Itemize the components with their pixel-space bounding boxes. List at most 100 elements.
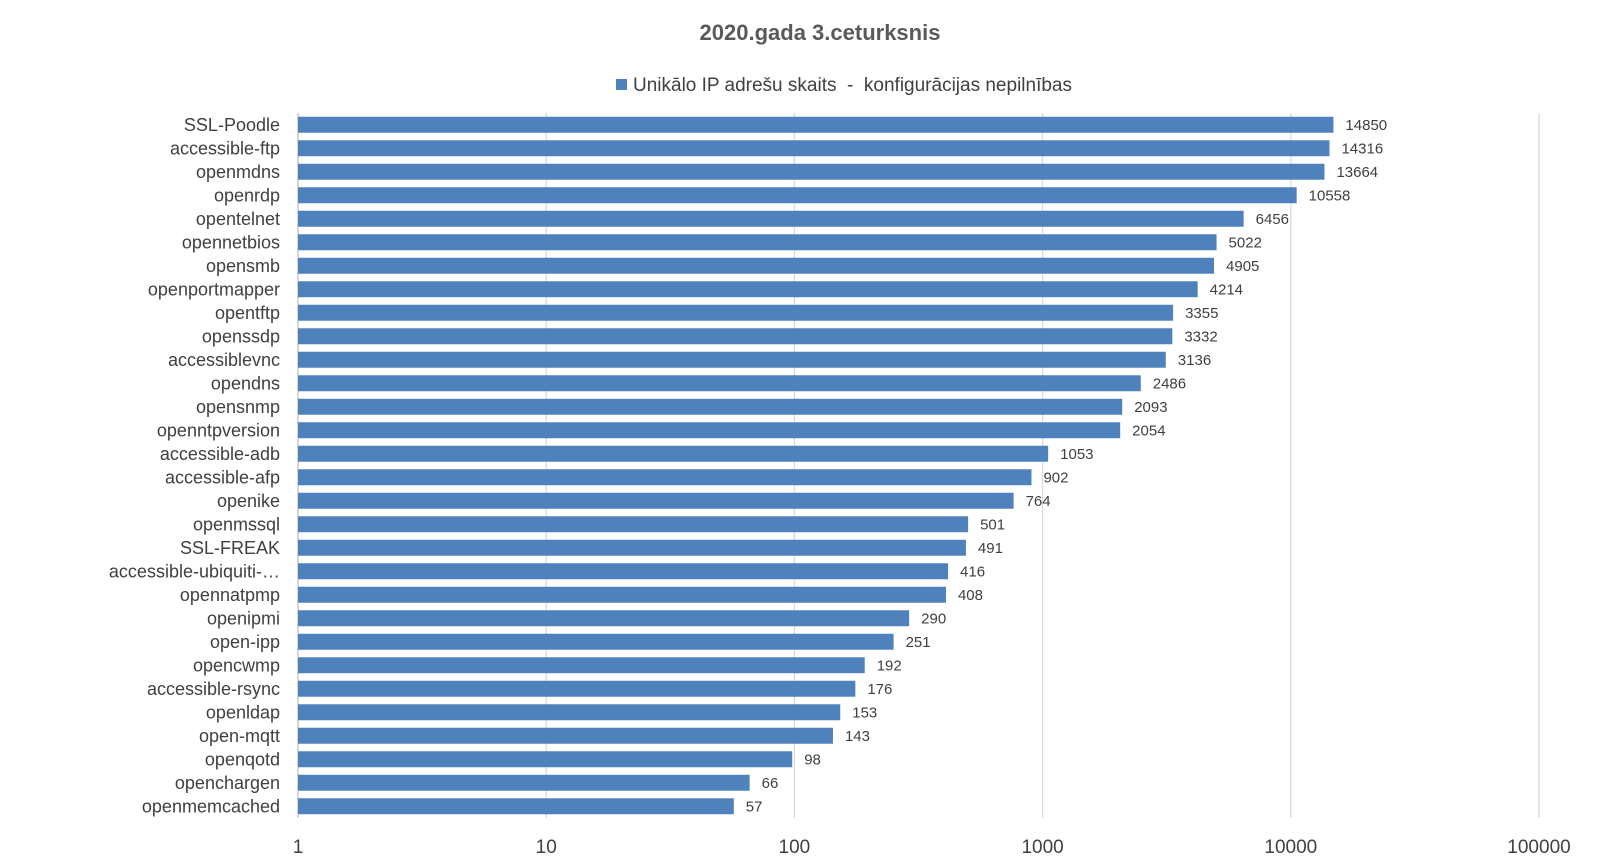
bar: [298, 187, 1297, 204]
data-label: 14850: [1345, 117, 1387, 134]
data-label: 2486: [1153, 375, 1186, 392]
category-label: openmdns: [196, 162, 280, 182]
category-label: accessible-rsync: [147, 679, 280, 699]
bar: [298, 398, 1123, 415]
category-label: open-ipp: [210, 632, 280, 652]
category-label: accessible-ftp: [170, 138, 280, 158]
data-label: 2093: [1134, 399, 1167, 416]
data-label: 4214: [1210, 281, 1243, 298]
bar: [298, 422, 1121, 439]
bar: [298, 727, 833, 744]
data-label: 408: [958, 587, 983, 604]
data-label: 57: [746, 798, 763, 815]
category-label: SSL-FREAK: [180, 538, 280, 558]
category-label: openchargen: [175, 773, 280, 793]
data-label: 290: [921, 610, 946, 627]
data-label: 98: [804, 751, 821, 768]
chart-title: 2020.gada 3.ceturksnis: [700, 20, 941, 45]
bar: [298, 304, 1174, 321]
bar: [298, 234, 1217, 251]
value-labels: 14850 14316 13664 10558 6456 5022 4905 4214 3355…: [746, 117, 1387, 816]
bar: [298, 210, 1244, 227]
bar: [298, 116, 1334, 133]
data-label: 501: [980, 516, 1005, 533]
category-label: openldap: [206, 702, 280, 722]
bar: [298, 328, 1173, 345]
bar: [298, 680, 856, 697]
category-label: opensmb: [206, 256, 280, 276]
category-label: openntpversion: [157, 420, 280, 440]
bar: [298, 704, 841, 721]
bar: [298, 798, 734, 815]
data-label: 416: [960, 563, 985, 580]
data-label: 10558: [1309, 187, 1351, 204]
data-label: 3355: [1185, 305, 1218, 322]
category-label: openmssql: [193, 514, 280, 534]
bar: [298, 163, 1325, 180]
bar: [298, 375, 1141, 392]
data-label: 14316: [1341, 140, 1383, 157]
category-label: opensnmp: [196, 397, 280, 417]
category-label: openssdp: [202, 326, 280, 346]
data-label: 192: [877, 657, 902, 674]
data-label: 2054: [1132, 422, 1165, 439]
bar: [298, 774, 750, 791]
x-axis-tick-labels: 1 10 100 1000 10000 100000: [293, 837, 1571, 858]
category-label: opendns: [211, 373, 280, 393]
data-label: 176: [867, 681, 892, 698]
category-label: opencwmp: [193, 655, 280, 675]
bar: [298, 140, 1330, 157]
legend: Unikālo IP adrešu skaits - konfigurācija…: [616, 75, 1072, 96]
bar: [298, 351, 1166, 368]
category-label: accessible-afp: [165, 467, 280, 487]
bar: [298, 586, 946, 603]
category-label: accessiblevnc: [168, 350, 280, 370]
data-label: 5022: [1229, 234, 1262, 251]
category-label: opentftp: [215, 303, 280, 323]
data-label: 6456: [1256, 211, 1289, 228]
category-label: accessible-adb: [160, 444, 280, 464]
category-label: opennatpmp: [180, 585, 280, 605]
data-label: 143: [845, 728, 870, 745]
legend-label: Unikālo IP adrešu skaits - konfigurācija…: [633, 75, 1072, 96]
bar: [298, 563, 949, 580]
bar: [298, 445, 1049, 462]
category-label: accessible-ubiquiti-…: [109, 561, 280, 581]
bar: [298, 469, 1032, 486]
bar: [298, 257, 1215, 274]
bars: [298, 116, 1334, 815]
category-label: open-mqtt: [199, 726, 280, 746]
bar: [298, 516, 969, 533]
data-label: 251: [906, 634, 931, 651]
legend-swatch: [616, 79, 627, 90]
category-labels: SSL-Poodle accessible-ftp openmdns openrdp o…: [109, 115, 280, 817]
category-label: SSL-Poodle: [184, 115, 280, 135]
category-label: openqotd: [205, 749, 280, 769]
data-label: 4905: [1226, 258, 1259, 275]
data-label: 491: [978, 540, 1003, 557]
data-label: 153: [852, 704, 877, 721]
bar: [298, 751, 793, 768]
x-tick-label: 10000: [1264, 837, 1317, 858]
x-tick-label: 1000: [1021, 837, 1063, 858]
x-tick-label: 100: [779, 837, 811, 858]
bar: [298, 492, 1014, 509]
x-tick-label: 1: [293, 837, 304, 858]
grid-lines: [297, 113, 1540, 818]
x-tick-label: 10: [536, 837, 557, 858]
data-label: 1053: [1060, 446, 1093, 463]
bar: [298, 281, 1198, 298]
bar: [298, 610, 910, 627]
category-label: opentelnet: [196, 209, 280, 229]
category-label: openmemcached: [142, 796, 280, 816]
category-label: openike: [217, 491, 280, 511]
data-label: 3332: [1184, 328, 1217, 345]
data-label: 66: [762, 775, 779, 792]
data-label: 13664: [1336, 164, 1378, 181]
category-label: openipmi: [207, 608, 280, 628]
category-label: opennetbios: [182, 232, 280, 252]
data-label: 764: [1026, 493, 1051, 510]
data-label: 3136: [1178, 352, 1211, 369]
